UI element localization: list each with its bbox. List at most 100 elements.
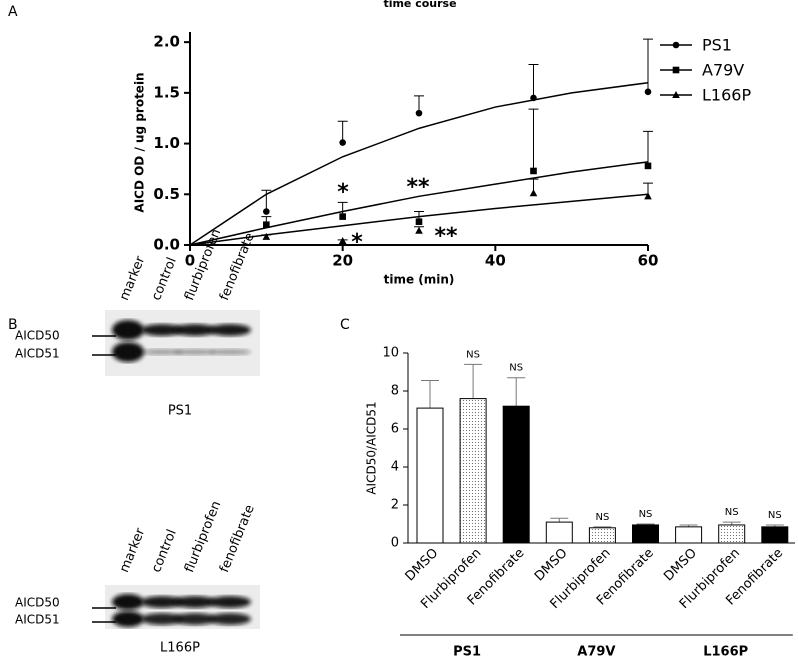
bar	[545, 521, 573, 544]
lane-label: control	[149, 255, 180, 302]
band-label: AICD50	[15, 329, 60, 343]
significance-label: NS	[639, 509, 653, 520]
blot-band	[174, 613, 216, 625]
blot-band	[174, 596, 216, 608]
chart-title: time course	[383, 0, 456, 10]
data-point	[339, 213, 346, 220]
blot-band	[141, 596, 183, 608]
blot-title: L166P	[160, 641, 200, 656]
error-bar	[261, 189, 272, 212]
data-point	[263, 208, 270, 215]
bar	[675, 526, 703, 544]
y-tick-label: 10	[382, 346, 399, 361]
band-label: AICD51	[15, 347, 60, 361]
x-axis-label: time (min)	[384, 273, 455, 287]
y-tick-label: 1.5	[153, 83, 180, 101]
x-tick-label: DMSO	[403, 546, 442, 585]
significance-mark: **	[434, 224, 458, 249]
blot-title: PS1	[168, 404, 192, 419]
legend-label: PS1	[702, 36, 732, 55]
significance-label: NS	[466, 349, 480, 360]
blot-band	[141, 349, 183, 355]
legend-marker	[672, 91, 680, 98]
significance-mark: *	[351, 230, 363, 255]
x-tick-label: 40	[485, 252, 506, 270]
blot-band	[112, 342, 144, 362]
group-label: L166P	[703, 645, 748, 660]
band-label: AICD51	[15, 613, 60, 627]
band-label: AICD50	[15, 596, 60, 610]
bar	[502, 405, 530, 544]
blot-band	[174, 349, 216, 355]
significance-label: NS	[509, 363, 523, 374]
lane-label: marker	[117, 254, 149, 303]
y-tick-label: 0.5	[153, 185, 180, 203]
significance-label: NS	[725, 507, 739, 518]
data-point	[262, 232, 271, 240]
significance-label: NS	[768, 510, 782, 521]
y-tick-label: 6	[391, 422, 399, 437]
lane-label: fenofibrate	[217, 231, 258, 303]
x-tick-label: DMSO	[532, 546, 571, 585]
lane-label: fenofibrate	[217, 503, 258, 575]
y-tick-label: 0	[391, 536, 399, 551]
significance-mark: **	[406, 175, 430, 200]
y-axis-label: AICD50/AICD51	[365, 401, 379, 494]
blot-band	[174, 324, 216, 336]
legend-marker	[672, 66, 680, 74]
blot-band	[209, 324, 251, 336]
data-point	[529, 189, 538, 197]
significance-mark: *	[337, 180, 349, 205]
y-tick-label: 4	[391, 460, 399, 475]
blot-band	[209, 613, 251, 625]
blot-band	[209, 349, 251, 355]
y-tick-label: 1.0	[153, 134, 180, 152]
data-point	[644, 192, 652, 200]
panel-label: C	[340, 317, 350, 333]
panel-label: B	[8, 317, 18, 333]
error-bar	[643, 38, 653, 92]
error-bar	[643, 130, 653, 166]
data-point	[415, 109, 423, 117]
data-point	[644, 88, 652, 96]
panel-label: A	[8, 4, 18, 20]
data-point	[339, 139, 346, 146]
bar	[588, 527, 616, 544]
blot-band	[112, 611, 144, 627]
bar	[459, 398, 487, 544]
error-bar	[528, 63, 539, 98]
error-bar	[550, 517, 569, 523]
lane-label: flurbiprofen	[182, 499, 224, 575]
x-tick-label: 20	[332, 252, 353, 270]
error-bar	[464, 363, 483, 399]
data-point	[644, 162, 652, 170]
x-tick-label: 0	[185, 252, 195, 270]
bar	[632, 524, 659, 544]
error-bar	[337, 120, 348, 143]
data-point	[530, 94, 537, 102]
lane-label: control	[149, 527, 180, 574]
x-tick-label: DMSO	[661, 546, 700, 585]
group-label: A79V	[577, 645, 615, 660]
data-point	[415, 218, 423, 225]
x-tick-label: 60	[638, 252, 659, 270]
y-axis-label: AICD OD / ug protein	[133, 72, 147, 212]
group-label: PS1	[453, 645, 481, 660]
data-point	[338, 236, 347, 244]
blot-band	[112, 320, 144, 340]
error-bar	[507, 377, 526, 407]
bar	[718, 524, 746, 544]
y-tick-label: 8	[391, 384, 399, 399]
blot-band	[141, 613, 183, 625]
data-point	[530, 167, 537, 175]
data-point	[263, 221, 270, 229]
significance-label: NS	[595, 512, 609, 523]
y-tick-label: 2.0	[153, 33, 180, 51]
bar	[761, 526, 789, 544]
legend-label: L166P	[702, 86, 751, 105]
y-tick-label: 0.0	[153, 236, 180, 254]
y-tick-label: 2	[391, 498, 399, 513]
blot-band	[112, 594, 144, 610]
